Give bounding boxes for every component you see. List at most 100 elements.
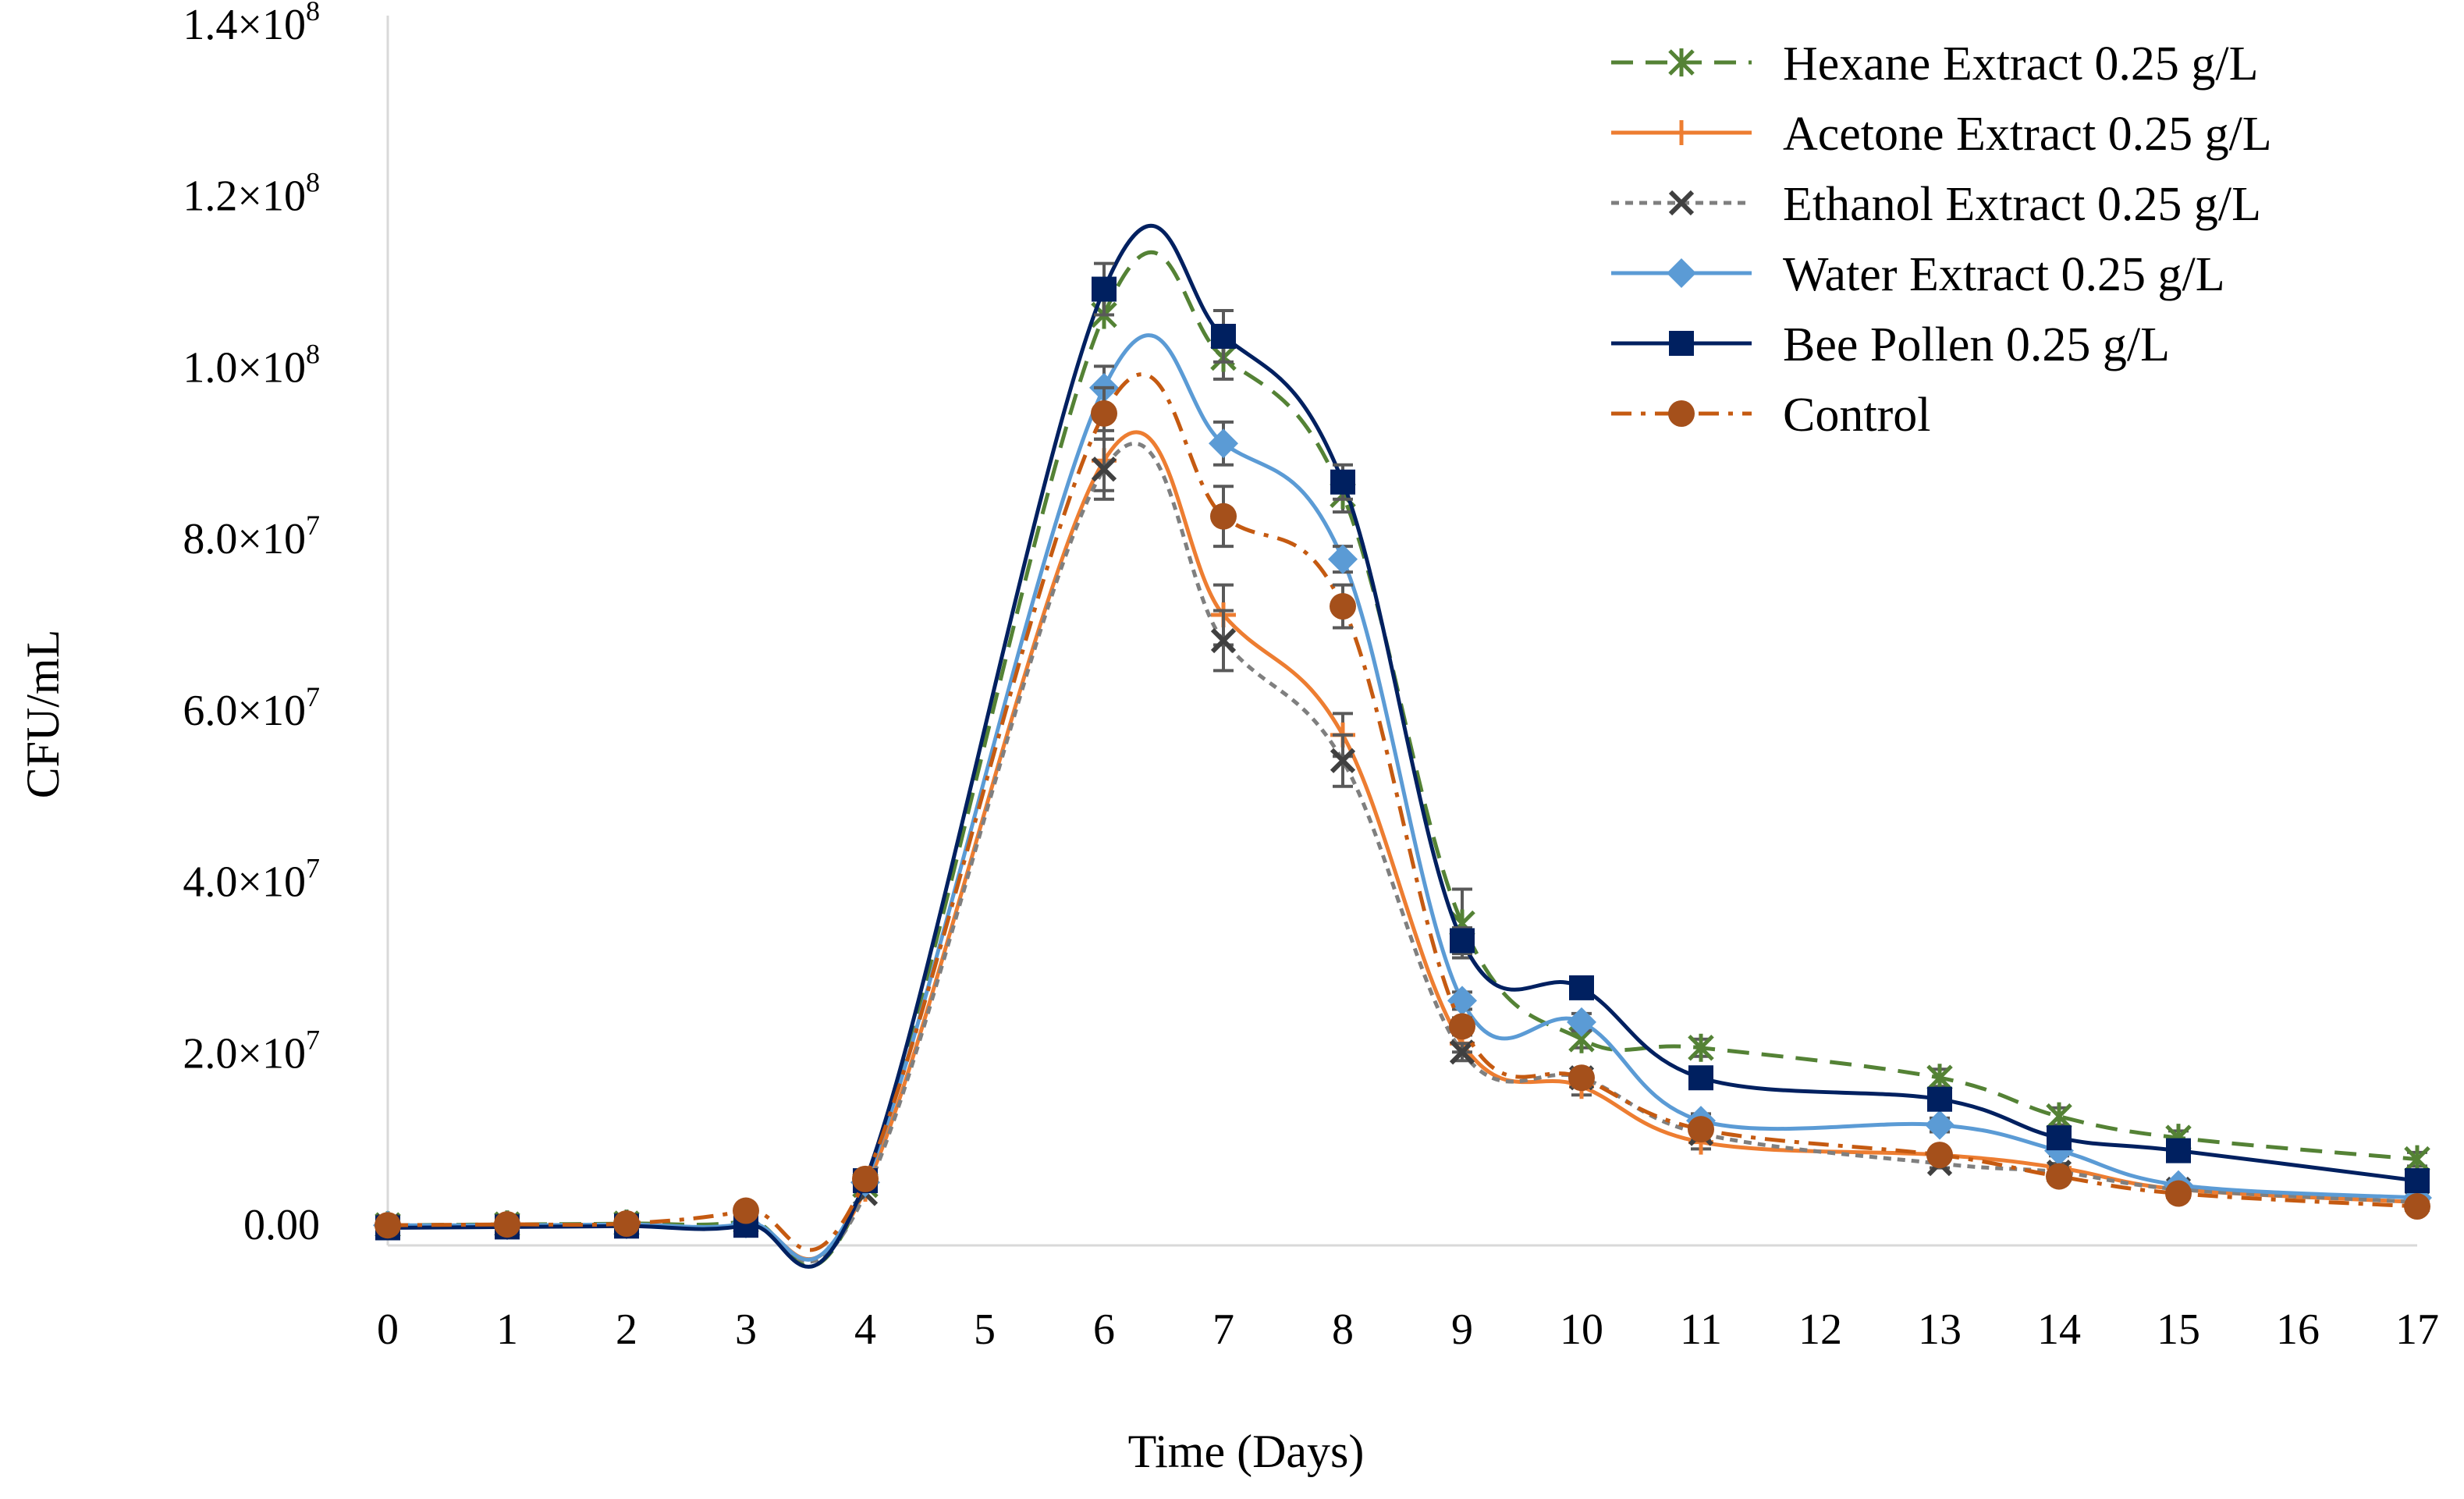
y-tick-mantissa: 1.2×10 <box>183 172 306 221</box>
diamond-marker <box>1667 258 1696 288</box>
diamond-marker <box>1925 1110 1955 1140</box>
square-marker <box>1211 323 1236 349</box>
x-tick-label: 0 <box>377 1305 399 1354</box>
circle-marker <box>1688 1116 1714 1143</box>
diamond-marker <box>1447 986 1477 1016</box>
x-tick-label: 16 <box>2276 1305 2320 1354</box>
x-tick-label: 9 <box>1451 1305 1473 1354</box>
cross-marker <box>1091 456 1117 482</box>
legend-item: Acetone Extract 0.25 g/L <box>1611 108 2272 161</box>
y-tick-exponent: 8 <box>306 167 320 198</box>
x-tick-label: 1 <box>496 1305 518 1354</box>
plus-marker <box>1669 120 1694 145</box>
y-tick-mantissa: 8.0×10 <box>183 515 306 563</box>
x-tick-label: 15 <box>2157 1305 2200 1354</box>
square-marker <box>1330 469 1355 495</box>
x-tick-label: 11 <box>1680 1305 1722 1354</box>
square-marker <box>2405 1168 2430 1194</box>
y-tick-label: 1.4×108 <box>183 0 320 49</box>
circle-marker <box>2165 1180 2192 1207</box>
series-group <box>373 223 2432 1269</box>
legend: Hexane Extract 0.25 g/L Acetone Extract 0… <box>1611 37 2272 442</box>
x-tick-label: 6 <box>1093 1305 1115 1354</box>
cross-marker <box>1210 627 1237 654</box>
y-tick-label: 1.0×108 <box>183 338 320 392</box>
circle-marker <box>1330 593 1356 620</box>
asterisk-marker <box>1668 48 1695 76</box>
y-tick-exponent: 7 <box>306 853 320 884</box>
x-axis-title: Time (Days) <box>1128 1426 1365 1477</box>
circle-marker <box>494 1211 520 1238</box>
y-tick-label: 0.00 <box>243 1201 320 1249</box>
square-marker <box>1688 1065 1713 1091</box>
y-tick-label: 2.0×107 <box>183 1024 320 1078</box>
y-tick-mantissa: 2.0×10 <box>183 1029 306 1078</box>
series-line <box>387 250 2418 1269</box>
legend-label: Ethanol Extract 0.25 g/L <box>1783 178 2261 231</box>
y-tick-exponent: 7 <box>306 1024 320 1055</box>
square-marker <box>1927 1086 1952 1112</box>
x-tick-label: 17 <box>2395 1305 2439 1354</box>
y-tick-mantissa: 0.00 <box>243 1201 320 1249</box>
diamond-marker <box>1567 1007 1596 1037</box>
circle-marker <box>852 1165 879 1192</box>
circle-marker <box>2404 1193 2430 1220</box>
circle-marker <box>1668 400 1695 427</box>
circle-marker <box>613 1210 640 1237</box>
x-tick-label: 5 <box>974 1305 996 1354</box>
y-tick-mantissa: 1.4×10 <box>183 1 306 49</box>
x-tick-label: 10 <box>1560 1305 1603 1354</box>
circle-marker <box>1926 1142 1953 1169</box>
series-line <box>387 430 2418 1262</box>
legend-label: Acetone Extract 0.25 g/L <box>1783 108 2272 161</box>
y-tick-mantissa: 6.0×10 <box>183 687 306 735</box>
y-tick-mantissa: 4.0×10 <box>183 858 306 907</box>
y-tick-exponent: 8 <box>306 0 320 27</box>
y-axis-title: CFU/mL <box>17 630 69 799</box>
circle-marker <box>1568 1064 1595 1092</box>
series-acetone-extract-0-25-g-l <box>375 428 2430 1262</box>
square-marker <box>2166 1138 2191 1163</box>
legend-label: Bee Pollen 0.25 g/L <box>1783 318 2170 371</box>
x-tick-label: 3 <box>735 1305 757 1354</box>
square-marker <box>1669 331 1694 356</box>
x-tick-label: 2 <box>616 1305 637 1354</box>
diamond-marker <box>1209 428 1238 459</box>
series-line <box>387 223 2418 1269</box>
x-tick-label: 14 <box>2037 1305 2081 1354</box>
x-tick-label: 7 <box>1212 1305 1234 1354</box>
series-ethanol-extract-0-25-g-l <box>375 437 2430 1264</box>
series-line <box>387 372 2418 1252</box>
cross-marker <box>1330 748 1356 773</box>
x-tick-label: 13 <box>1918 1305 1962 1354</box>
circle-marker <box>1091 400 1117 427</box>
y-tick-label: 1.2×108 <box>183 167 320 221</box>
legend-item: Hexane Extract 0.25 g/L <box>1611 37 2258 91</box>
series-control <box>375 372 2430 1252</box>
legend-label: Control <box>1783 389 1930 442</box>
legend-item: Ethanol Extract 0.25 g/L <box>1611 178 2261 231</box>
circle-marker <box>1210 503 1237 530</box>
circle-marker <box>2046 1163 2072 1190</box>
legend-item: Water Extract 0.25 g/L <box>1611 248 2225 301</box>
axes <box>386 16 2417 1247</box>
series-bee-pollen-0-25-g-l <box>375 223 2430 1269</box>
y-tick-label: 8.0×107 <box>183 510 320 563</box>
y-tick-exponent: 7 <box>306 510 320 541</box>
y-tick-label: 6.0×107 <box>183 681 320 735</box>
legend-label: Hexane Extract 0.25 g/L <box>1783 37 2258 91</box>
x-tick-label: 8 <box>1332 1305 1354 1354</box>
series-water-extract-0-25-g-l <box>373 333 2432 1262</box>
y-tick-labels: 0.002.0×1074.0×1076.0×1078.0×1071.0×1081… <box>183 0 320 1249</box>
x-tick-label: 4 <box>854 1305 876 1354</box>
y-tick-exponent: 8 <box>306 338 320 369</box>
square-marker <box>2047 1125 2072 1151</box>
cross-marker <box>1668 190 1695 216</box>
square-marker <box>1092 276 1117 302</box>
x-tick-labels: 0 1 2 3 4 5 6 7 8 9 10 11 12 13 14 15 16 17 <box>377 1305 2439 1354</box>
square-marker <box>1450 928 1475 954</box>
series-line <box>387 441 2418 1264</box>
circle-marker <box>375 1212 401 1239</box>
